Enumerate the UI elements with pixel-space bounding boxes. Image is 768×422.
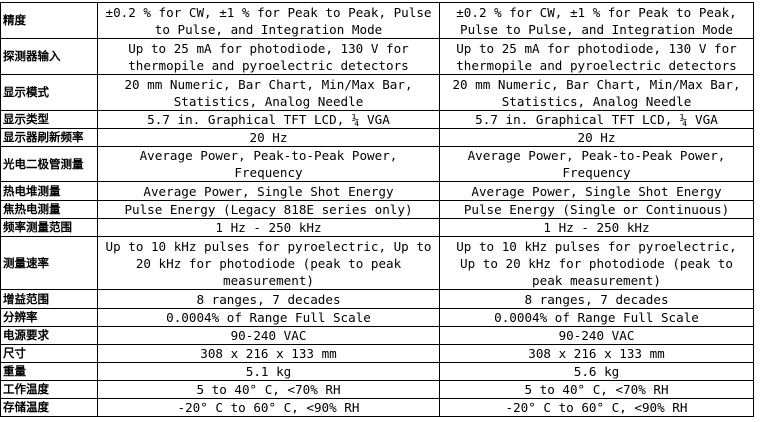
row-label: 频率测量范围 [0,218,98,237]
table-row: 频率测量范围 1 Hz - 250 kHz 1 Hz - 250 kHz [0,218,754,237]
row-label: 探测器输入 [0,38,98,75]
row-label: 焦热电测量 [0,200,98,219]
spec-cell: 1 Hz - 250 kHz [97,218,440,237]
spec-cell: 5.7 in. Graphical TFT LCD, ¼ VGA [439,110,754,129]
spec-cell: 20 Hz [439,128,754,147]
table-row: 光电二极管测量 Average Power, Peak-to-Peak Power… [0,146,754,182]
row-label: 光电二极管测量 [0,146,98,182]
spec-cell: 308 x 216 x 133 mm [97,344,440,363]
row-label: 存储温度 [0,398,98,417]
row-label: 显示模式 [0,74,98,111]
spec-cell: 1 Hz - 250 kHz [439,218,754,237]
spec-cell: 8 ranges, 7 decades [97,289,440,309]
row-label: 精度 [0,2,98,39]
table-row: 增益范围 8 ranges, 7 decades 8 ranges, 7 decad… [0,289,754,309]
spec-cell: 5.1 kg [97,362,440,381]
spec-cell: Up to 25 mA for photodiode, 130 V for th… [439,38,754,75]
spec-cell: 20 Hz [97,128,440,147]
row-label: 测量速率 [0,236,98,290]
row-label: 工作温度 [0,380,98,399]
spec-table: 精度 ±0.2 % for CW, ±1 % for Peak to Peak, … [0,2,754,417]
row-label: 电源要求 [0,326,98,345]
table-row: 显示类型 5.7 in. Graphical TFT LCD, ¼ VGA 5.7 … [0,110,754,129]
row-label: 重量 [0,362,98,381]
row-label: 分辨率 [0,308,98,327]
spec-cell: 5 to 40° C, <70% RH [439,380,754,399]
spec-cell: Pulse Energy (Single or Continuous) [439,200,754,219]
spec-cell: 20 mm Numeric, Bar Chart, Min/Max Bar, S… [97,74,440,111]
spec-cell: Average Power, Peak-to-Peak Power, Frequ… [439,146,754,182]
spec-cell: 308 x 216 x 133 mm [439,344,754,363]
spec-cell: 90-240 VAC [439,326,754,345]
spec-cell: 20 mm Numeric, Bar Chart, Min/Max Bar, S… [439,74,754,111]
spec-cell: 8 ranges, 7 decades [439,289,754,309]
spec-cell: 5.6 kg [439,362,754,381]
spec-cell: 90-240 VAC [97,326,440,345]
row-label: 热电堆测量 [0,181,98,201]
spec-cell: Up to 10 kHz pulses for pyroelectric, Up… [439,236,754,290]
spec-cell: Pulse Energy (Legacy 818E series only) [97,200,440,219]
spec-cell: 5.7 in. Graphical TFT LCD, ¼ VGA [97,110,440,129]
table-row: 测量速率 Up to 10 kHz pulses for pyroelectric… [0,236,754,290]
spec-cell: 0.0004% of Range Full Scale [97,308,440,327]
spec-cell: ±0.2 % for CW, ±1 % for Peak to Peak, Pu… [439,2,754,39]
spec-cell: Average Power, Single Shot Energy [97,181,440,201]
spec-cell: Up to 10 kHz pulses for pyroelectric, Up… [97,236,440,290]
row-label: 尺寸 [0,344,98,363]
table-row: 显示模式 20 mm Numeric, Bar Chart, Min/Max Ba… [0,74,754,111]
table-row: 重量 5.1 kg 5.6 kg [0,362,754,381]
row-label: 增益范围 [0,289,98,309]
spec-cell: -20° C to 60° C, <90% RH [97,398,440,417]
spec-cell: 0.0004% of Range Full Scale [439,308,754,327]
table-row: 尺寸 308 x 216 x 133 mm 308 x 216 x 133 mm [0,344,754,363]
spec-cell: Average Power, Peak-to-Peak Power, Frequ… [97,146,440,182]
table-row: 工作温度 5 to 40° C, <70% RH 5 to 40° C, <70% … [0,380,754,399]
table-row: 分辨率 0.0004% of Range Full Scale 0.0004% of… [0,308,754,327]
spec-cell: ±0.2 % for CW, ±1 % for Peak to Peak, Pu… [97,2,440,39]
row-label: 显示类型 [0,110,98,129]
spec-cell: Up to 25 mA for photodiode, 130 V for th… [97,38,440,75]
row-label: 显示器刷新频率 [0,128,98,147]
table-row: 存储温度 -20° C to 60° C, <90% RH -20° C to 60… [0,398,754,417]
table-row: 探测器输入 Up to 25 mA for photodiode, 130 V f… [0,38,754,75]
table-row: 显示器刷新频率 20 Hz 20 Hz [0,128,754,147]
table-row: 精度 ±0.2 % for CW, ±1 % for Peak to Peak, … [0,2,754,39]
spec-cell: 5 to 40° C, <70% RH [97,380,440,399]
table-row: 焦热电测量 Pulse Energy (Legacy 818E series on… [0,200,754,219]
spec-cell: Average Power, Single Shot Energy [439,181,754,201]
spec-cell: -20° C to 60° C, <90% RH [439,398,754,417]
table-row: 热电堆测量 Average Power, Single Shot Energy Av… [0,181,754,201]
table-row: 电源要求 90-240 VAC 90-240 VAC [0,326,754,345]
